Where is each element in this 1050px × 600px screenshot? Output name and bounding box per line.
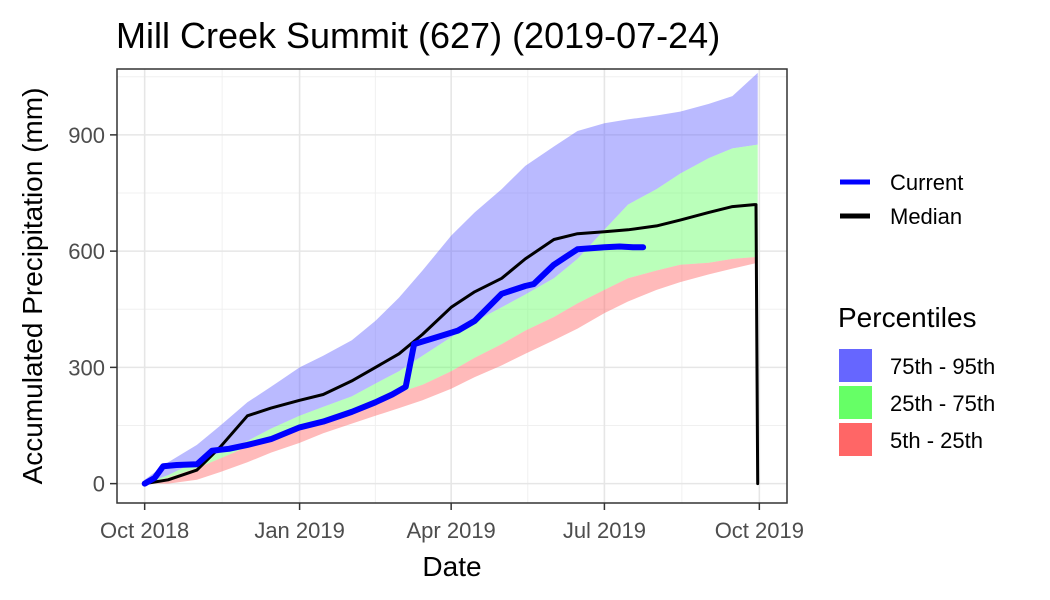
y-axis: 0 300 600 900 — [68, 123, 117, 497]
series-line-current — [141, 243, 647, 487]
y-tick-label: 0 — [93, 472, 105, 497]
plot-panel — [117, 69, 787, 503]
x-tick-label: Apr 2019 — [407, 518, 496, 543]
legend-swatch-5-25 — [839, 423, 872, 456]
series-line-median — [143, 203, 760, 486]
legend-swatch-75-95 — [839, 349, 872, 382]
plot-area — [116, 68, 788, 504]
x-tick-label: Jul 2019 — [563, 518, 646, 543]
x-axis-title: Date — [422, 551, 481, 582]
legend-label-5-25: 5th - 25th — [890, 428, 983, 453]
legend: Current Median Percentiles 75th - 95th 2… — [838, 170, 995, 456]
legend-item-5-25: 5th - 25th — [839, 423, 983, 456]
legend-label-current: Current — [890, 170, 963, 195]
x-axis: Oct 2018 Jan 2019 Apr 2019 Jul 2019 Oct 2019 — [100, 503, 804, 543]
legend-label-median: Median — [890, 204, 962, 229]
legend-item-median: Median — [840, 204, 962, 229]
plot-border — [116, 68, 788, 504]
percentile-bands — [144, 72, 758, 484]
y-tick-label: 900 — [68, 123, 105, 148]
y-tick-label: 300 — [68, 355, 105, 380]
x-tick-label: Oct 2018 — [100, 518, 189, 543]
legend-title-percentiles: Percentiles — [838, 302, 977, 333]
legend-item-25-75: 25th - 75th — [839, 386, 995, 419]
band-25th-75th — [144, 144, 758, 484]
y-tick-label: 600 — [68, 239, 105, 264]
x-tick-label: Jan 2019 — [254, 518, 345, 543]
band-75th-95th — [144, 72, 758, 484]
legend-label-25-75: 25th - 75th — [890, 391, 995, 416]
gridlines — [117, 69, 787, 503]
chart-title: Mill Creek Summit (627) (2019-07-24) — [116, 15, 720, 56]
series-lines — [141, 203, 760, 487]
legend-item-current: Current — [840, 170, 963, 195]
legend-label-75-95: 75th - 95th — [890, 354, 995, 379]
x-tick-label: Oct 2019 — [715, 518, 804, 543]
legend-swatch-25-75 — [839, 386, 872, 419]
legend-item-75-95: 75th - 95th — [839, 349, 995, 382]
y-axis-title: Accumulated Precipitation (mm) — [17, 88, 48, 485]
